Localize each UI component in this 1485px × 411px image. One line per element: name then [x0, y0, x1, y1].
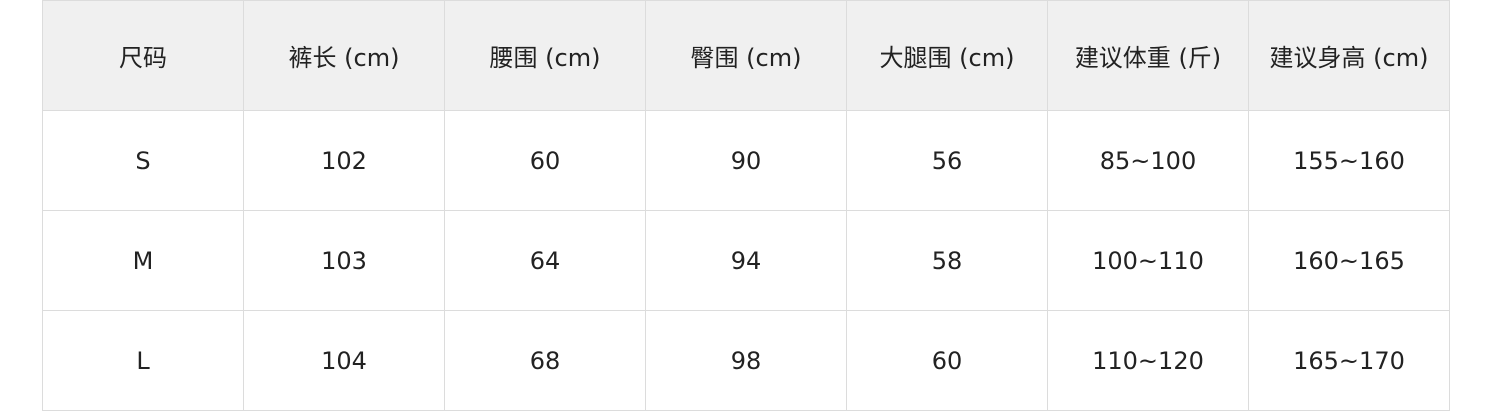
table-row: L 104 68 98 60 110~120 165~170 [42, 310, 1450, 411]
column-header: 尺码 [42, 0, 244, 111]
table-row: M 103 64 94 58 100~110 160~165 [42, 210, 1450, 311]
table-cell: 104 [243, 310, 445, 411]
table-cell: 56 [846, 110, 1048, 211]
column-header: 大腿围 (cm) [846, 0, 1048, 111]
table-cell: 68 [444, 310, 646, 411]
table-cell: 58 [846, 210, 1048, 311]
table-cell: 60 [846, 310, 1048, 411]
table-row: S 102 60 90 56 85~100 155~160 [42, 110, 1450, 211]
column-header: 裤长 (cm) [243, 0, 445, 111]
column-header: 建议身高 (cm) [1248, 0, 1450, 111]
table-cell: 165~170 [1248, 310, 1450, 411]
table-cell: 60 [444, 110, 646, 211]
size-chart-table: 尺码 裤长 (cm) 腰围 (cm) 臀围 (cm) 大腿围 (cm) 建议体重 (斤) 建… [42, 0, 1450, 411]
header-row: 尺码 裤长 (cm) 腰围 (cm) 臀围 (cm) 大腿围 (cm) 建议体重 (斤) 建… [42, 0, 1450, 111]
column-header: 臀围 (cm) [645, 0, 847, 111]
table-cell: 160~165 [1248, 210, 1450, 311]
table-cell: M [42, 210, 244, 311]
table-cell: S [42, 110, 244, 211]
table-cell: 103 [243, 210, 445, 311]
column-header: 建议体重 (斤) [1047, 0, 1249, 111]
table-cell: 94 [645, 210, 847, 311]
table-cell: 85~100 [1047, 110, 1249, 211]
table-cell: 155~160 [1248, 110, 1450, 211]
table-cell: 100~110 [1047, 210, 1249, 311]
table-cell: 102 [243, 110, 445, 211]
column-header: 腰围 (cm) [444, 0, 646, 111]
table-cell: 64 [444, 210, 646, 311]
table-cell: 98 [645, 310, 847, 411]
table-cell: 110~120 [1047, 310, 1249, 411]
table-cell: L [42, 310, 244, 411]
table-cell: 90 [645, 110, 847, 211]
